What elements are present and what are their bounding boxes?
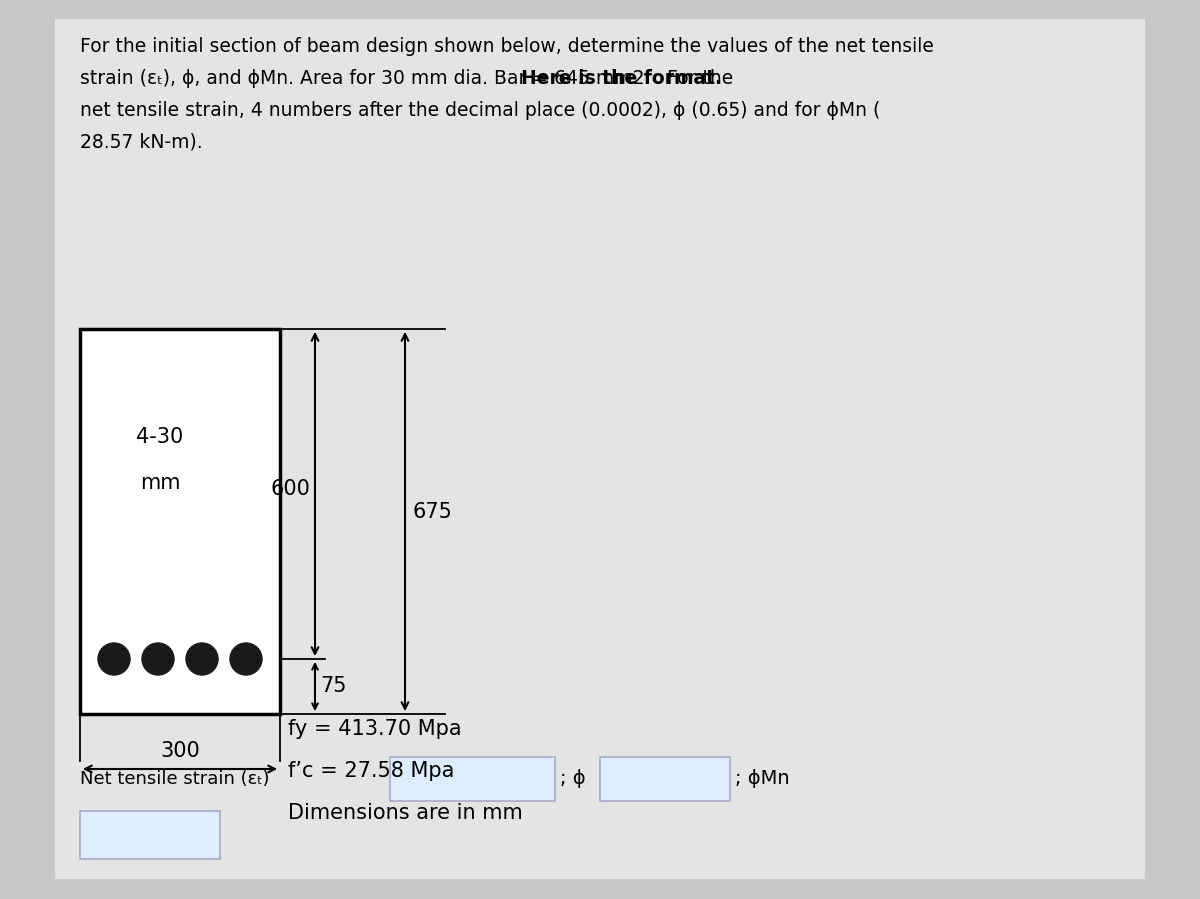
Text: For the: For the — [661, 69, 733, 88]
Text: 675: 675 — [413, 502, 452, 521]
Text: Net tensile strain (εₜ): Net tensile strain (εₜ) — [80, 770, 270, 788]
Text: 28.57 kN-m).: 28.57 kN-m). — [80, 133, 203, 152]
Text: Dimensions are in mm: Dimensions are in mm — [288, 803, 523, 823]
Bar — [80, 811, 220, 859]
Circle shape — [98, 643, 130, 675]
Text: 4-30: 4-30 — [137, 427, 184, 447]
Circle shape — [186, 643, 218, 675]
Bar — [390, 757, 554, 801]
Text: ; ϕ: ; ϕ — [560, 770, 586, 788]
Text: mm: mm — [139, 473, 180, 493]
Text: 75: 75 — [320, 677, 347, 697]
Text: f’c = 27.58 Mpa: f’c = 27.58 Mpa — [288, 761, 455, 781]
Circle shape — [142, 643, 174, 675]
Text: ; ϕMn: ; ϕMn — [734, 770, 790, 788]
Circle shape — [230, 643, 262, 675]
Text: 300: 300 — [160, 741, 200, 761]
Text: For the initial section of beam design shown below, determine the values of the : For the initial section of beam design s… — [80, 37, 934, 56]
Text: net tensile strain, 4 numbers after the decimal place (0.0002), ϕ (0.65) and for: net tensile strain, 4 numbers after the … — [80, 101, 881, 120]
Text: Here is the format.: Here is the format. — [521, 69, 722, 88]
Bar — [600, 757, 730, 801]
Text: strain (εₜ), ϕ, and ϕMn. Area for 30 mm dia. Bar = 645 mm2.: strain (εₜ), ϕ, and ϕMn. Area for 30 mm … — [80, 69, 656, 88]
Text: 600: 600 — [270, 479, 310, 499]
Text: fy = 413.70 Mpa: fy = 413.70 Mpa — [288, 719, 462, 739]
Bar — [80, 329, 280, 714]
